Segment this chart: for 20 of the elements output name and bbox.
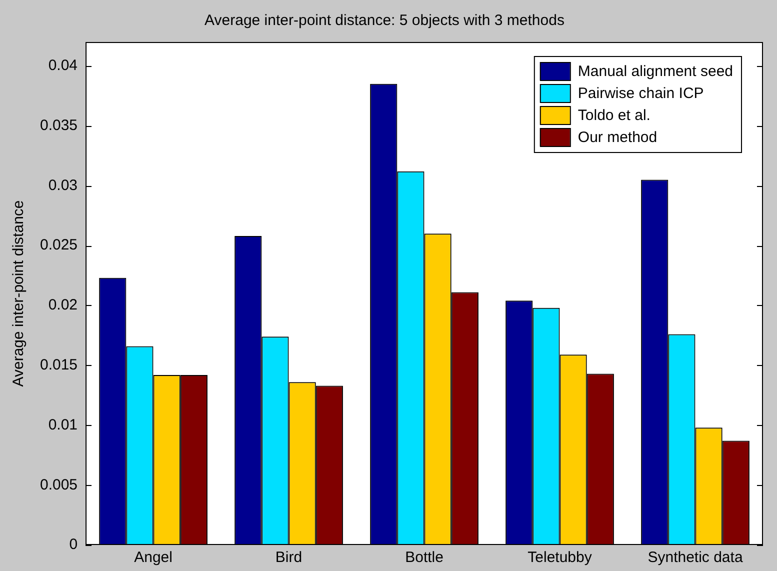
y-tick-label: 0.04 [48, 57, 78, 74]
legend-label: Manual alignment seed [578, 63, 734, 80]
y-tick-label: 0.03 [48, 176, 78, 194]
x-tick-label: Angel [134, 549, 172, 566]
y-tick-label: 0.015 [40, 356, 78, 374]
x-tick-label: Bird [275, 549, 302, 566]
x-tick-label: Teletubby [528, 549, 592, 566]
y-tick-label: 0.035 [40, 116, 78, 134]
x-tick-label: Synthetic data [648, 549, 744, 566]
x-tick-label: Bottle [405, 549, 444, 566]
y-tick-label: 0.005 [40, 476, 78, 494]
legend-label: Toldo et al. [578, 107, 650, 124]
y-tick-label: 0.02 [48, 296, 78, 314]
legend-label: Our method [578, 129, 658, 146]
y-tick-label: 0 [69, 536, 78, 554]
y-tick-label: 0.025 [40, 236, 78, 254]
chart-title: Average inter-point distance: 5 objects with 3 methods [204, 12, 564, 30]
legend-label: Pairwise chain ICP [578, 85, 704, 102]
y-tick-label: 0.01 [48, 416, 78, 434]
y-axis-title: Average inter-point distance [10, 200, 28, 387]
